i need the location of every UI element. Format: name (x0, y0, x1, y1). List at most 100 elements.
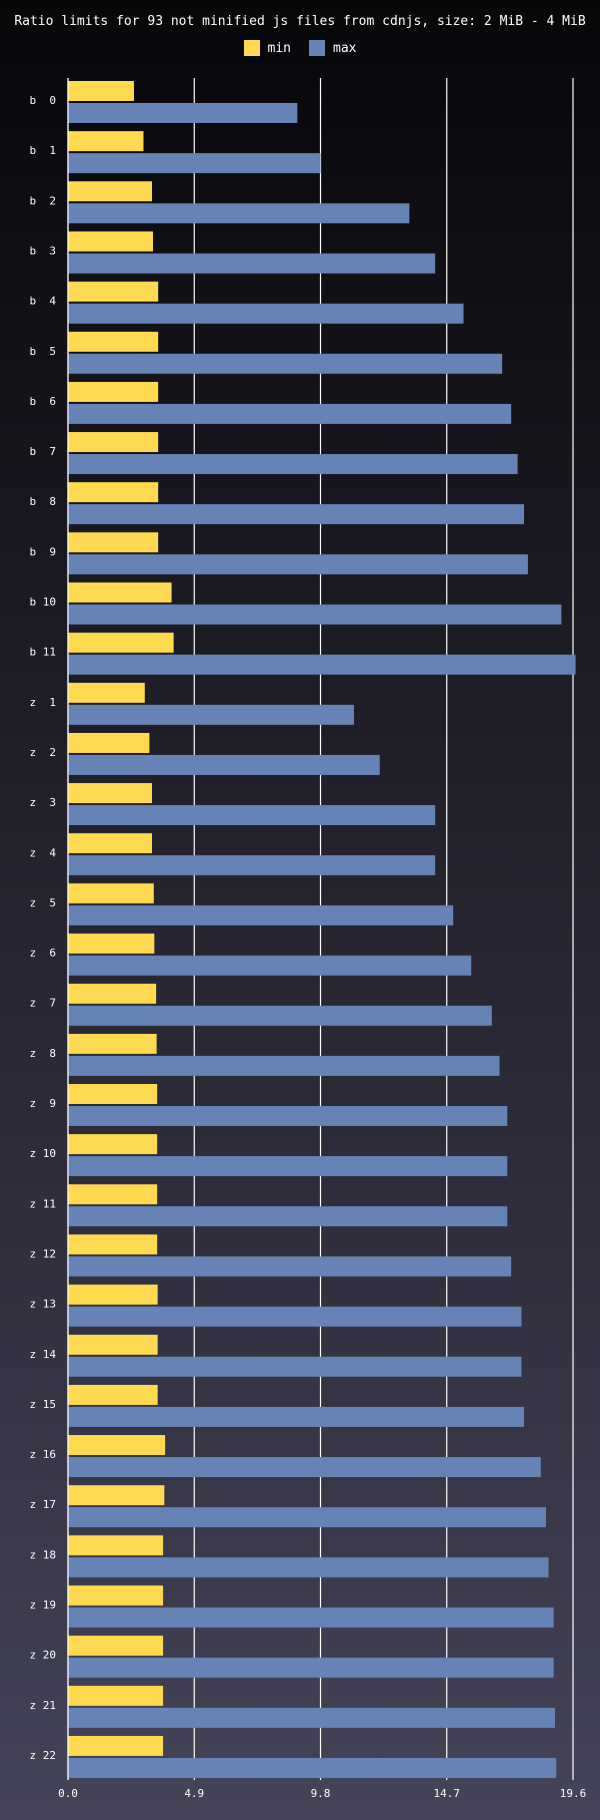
category-label-z17: z 17 (30, 1498, 57, 1511)
bar-max-z11 (68, 1206, 508, 1227)
bar-max-z4 (68, 855, 436, 876)
legend-label-max: max (333, 40, 357, 56)
bar-min-z2 (68, 732, 150, 753)
bar-max-b10 (68, 604, 562, 625)
bar-min-b8 (68, 482, 159, 503)
bar-min-b0 (68, 81, 134, 101)
bar-max-z18 (68, 1557, 549, 1578)
bar-min-z18 (68, 1535, 164, 1556)
bar-max-z21 (68, 1707, 555, 1728)
category-label-b9: b 9 (30, 545, 57, 558)
category-label-z6: z 6 (30, 947, 57, 960)
category-label-z19: z 19 (30, 1599, 57, 1612)
bar-min-b4 (68, 281, 159, 302)
category-label-b7: b 7 (30, 445, 57, 458)
bar-max-z15 (68, 1406, 525, 1427)
bar-max-b3 (68, 253, 436, 274)
category-label-z14: z 14 (30, 1348, 57, 1361)
category-label-z21: z 21 (30, 1699, 57, 1712)
x-tick-label-1: 4.9 (184, 1787, 204, 1800)
category-label-z8: z 8 (30, 1047, 57, 1060)
bar-min-z7 (68, 983, 157, 1004)
bar-max-z10 (68, 1156, 508, 1177)
category-label-z9: z 9 (30, 1097, 57, 1110)
category-label-b0: b 0 (30, 94, 57, 107)
category-label-b10: b 10 (30, 596, 57, 609)
bar-max-z3 (68, 805, 436, 826)
bar-max-z22 (68, 1757, 557, 1778)
category-label-z7: z 7 (30, 997, 57, 1010)
bar-min-z19 (68, 1585, 164, 1606)
category-label-z22: z 22 (30, 1749, 57, 1762)
bar-max-z5 (68, 905, 454, 926)
category-label-z4: z 4 (30, 846, 57, 859)
x-tick-label-3: 14.7 (434, 1787, 461, 1800)
legend-item-min: min (243, 40, 291, 56)
bar-min-b11 (68, 632, 174, 653)
x-tick-label-0: 0.0 (58, 1787, 78, 1800)
category-label-b4: b 4 (30, 295, 57, 308)
bar-min-z11 (68, 1184, 158, 1205)
category-label-z5: z 5 (30, 896, 57, 909)
bar-min-z17 (68, 1485, 165, 1506)
bar-min-b7 (68, 432, 159, 453)
bar-min-z3 (68, 783, 152, 804)
category-label-z10: z 10 (30, 1147, 57, 1160)
bar-min-z4 (68, 833, 152, 854)
category-label-b5: b 5 (30, 345, 57, 358)
bar-max-b11 (68, 654, 576, 675)
bar-max-z2 (68, 754, 380, 775)
category-label-b8: b 8 (30, 495, 57, 508)
category-label-z16: z 16 (30, 1448, 57, 1461)
category-label-z3: z 3 (30, 796, 57, 809)
bar-max-b6 (68, 403, 512, 424)
bar-min-b9 (68, 532, 159, 553)
bar-min-z10 (68, 1134, 158, 1155)
bar-min-z15 (68, 1384, 158, 1405)
bar-min-z16 (68, 1435, 166, 1456)
bar-min-z5 (68, 883, 154, 904)
bar-max-z6 (68, 955, 472, 976)
bar-min-b10 (68, 582, 172, 603)
bar-max-b7 (68, 454, 518, 475)
category-label-b1: b 1 (30, 144, 57, 157)
bar-min-b6 (68, 381, 159, 402)
category-label-z2: z 2 (30, 746, 57, 759)
bar-min-b1 (68, 131, 144, 152)
bar-min-z14 (68, 1334, 158, 1355)
bar-min-z1 (68, 682, 145, 703)
bar-max-z1 (68, 704, 354, 725)
bar-max-b8 (68, 504, 525, 525)
bar-min-z13 (68, 1284, 158, 1305)
bar-max-b4 (68, 303, 464, 324)
bar-max-b0 (68, 103, 298, 123)
category-label-b3: b 3 (30, 244, 57, 257)
bar-min-z21 (68, 1685, 164, 1706)
chart-title: Ratio limits for 93 not minified js file… (14, 14, 586, 29)
bar-min-z6 (68, 933, 155, 954)
bar-max-b5 (68, 353, 503, 374)
bar-max-z8 (68, 1055, 500, 1076)
bar-max-z9 (68, 1106, 508, 1126)
bar-min-z22 (68, 1735, 164, 1756)
category-label-b6: b 6 (30, 395, 57, 408)
bar-max-z19 (68, 1607, 554, 1628)
x-tick-label-2: 9.8 (311, 1787, 331, 1800)
category-label-z15: z 15 (30, 1398, 57, 1411)
bar-max-z12 (68, 1256, 512, 1277)
bar-min-z12 (68, 1234, 158, 1255)
legend: min max (0, 40, 600, 56)
category-label-z11: z 11 (30, 1197, 57, 1210)
bar-max-b2 (68, 203, 410, 224)
bar-max-z13 (68, 1306, 522, 1327)
category-label-z1: z 1 (30, 696, 57, 709)
bar-max-z14 (68, 1356, 522, 1377)
legend-swatch-min (243, 40, 260, 56)
bar-max-z16 (68, 1457, 541, 1478)
x-tick-label-4: 19.6 (560, 1787, 587, 1800)
legend-label-min: min (267, 40, 291, 56)
legend-item-max: max (309, 40, 356, 56)
bar-min-z20 (68, 1635, 164, 1656)
bar-min-b2 (68, 181, 152, 202)
